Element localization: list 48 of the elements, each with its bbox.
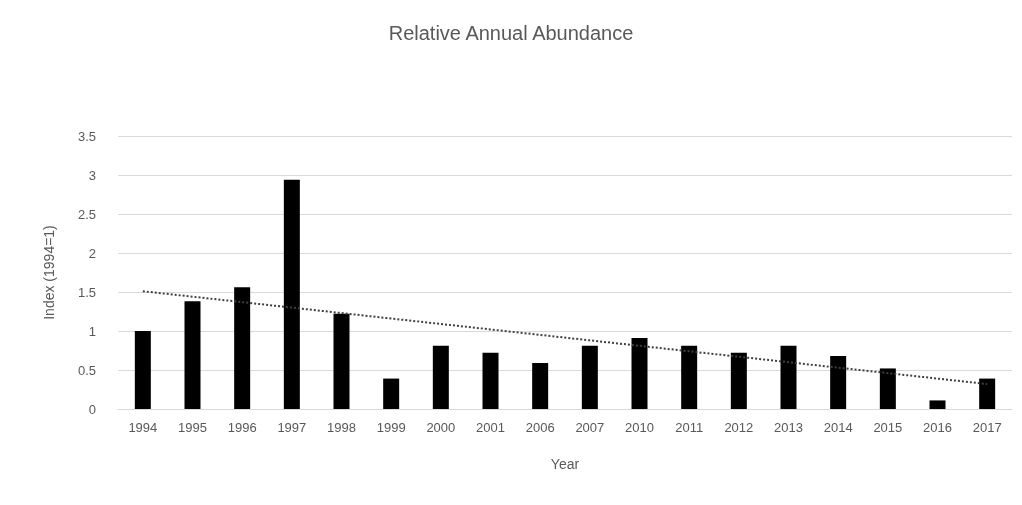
bar [929, 400, 946, 409]
x-tick-label: 2007 [575, 420, 605, 435]
bar [432, 345, 449, 409]
x-tick-label: 1995 [178, 420, 207, 435]
bar [581, 345, 598, 409]
x-tick-label: 2001 [476, 420, 505, 435]
x-tick-label: 2014 [823, 420, 853, 435]
line-series [141, 290, 989, 386]
x-tick-label: 2010 [625, 420, 654, 435]
bar [780, 345, 797, 409]
x-tick-label: 1997 [277, 420, 307, 435]
y-axis-title: Index (1994=1) [41, 225, 57, 320]
y-tick-label: 2 [88, 245, 96, 261]
bar [482, 352, 499, 409]
y-tick-label: 2.5 [77, 206, 96, 222]
x-tick-label: 1998 [327, 420, 356, 435]
x-tick-label: 2017 [972, 420, 1002, 435]
bar [333, 313, 350, 409]
y-tick-label: 0.5 [77, 362, 96, 378]
bar [184, 301, 201, 409]
y-tick-label: 0 [88, 401, 96, 417]
x-tick-label: 2016 [923, 420, 952, 435]
x-tick-label: 2000 [426, 420, 456, 435]
bar [631, 338, 648, 409]
bar [134, 331, 151, 409]
x-tick-label: 2015 [873, 420, 903, 435]
y-tick-label: 1 [88, 323, 96, 339]
bar [830, 355, 847, 409]
y-tick-label: 3 [88, 167, 96, 183]
bar [681, 345, 698, 409]
x-tick-label: 1999 [376, 420, 406, 435]
y-tick-label: 1.5 [77, 284, 96, 300]
bar [532, 362, 549, 409]
x-tick-label: 1994 [128, 420, 158, 435]
y-tick-label: 3.5 [77, 128, 96, 144]
x-tick-label: 2011 [675, 420, 704, 435]
x-axis-title: Year [550, 456, 580, 472]
bar [283, 179, 300, 409]
bar [383, 378, 400, 409]
bar [730, 352, 747, 409]
chart-title: Relative Annual Abundance [388, 22, 634, 44]
x-tick-label: 1996 [227, 420, 257, 435]
bar [234, 287, 251, 409]
bar [879, 368, 896, 409]
x-tick-label: 2012 [724, 420, 754, 435]
x-tick-label: 2013 [774, 420, 803, 435]
x-tick-label: 2006 [525, 420, 555, 435]
bar [979, 378, 996, 409]
